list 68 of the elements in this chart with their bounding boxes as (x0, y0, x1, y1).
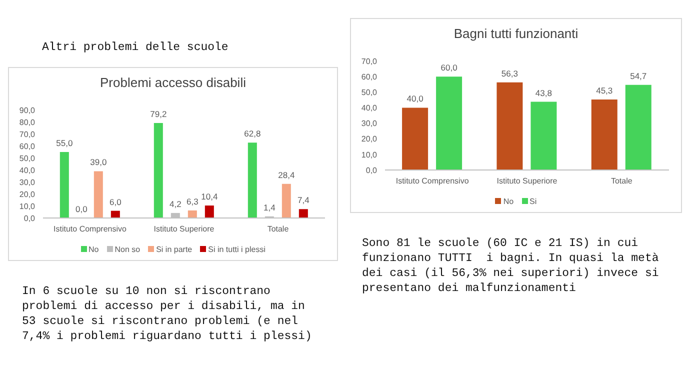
legend-label: No (88, 244, 99, 254)
data-label: 45,3 (596, 85, 613, 96)
bar (591, 99, 618, 170)
bar (402, 108, 428, 170)
text: Altri problemi delle scuole (42, 40, 230, 55)
y-tick-label: 0,0 (366, 166, 378, 175)
data-label: 39,0 (90, 157, 107, 168)
y-tick-label: 20,0 (361, 134, 378, 144)
y-tick-label: 30,0 (19, 178, 36, 187)
x-tick-label: Totale (610, 176, 633, 186)
x-tick-label: Istituto Comprensivo (396, 176, 470, 186)
data-label: 60,0 (440, 62, 458, 73)
legend-label: Si (530, 196, 537, 206)
data-label: 7,4 (298, 195, 310, 206)
data-label: 62,8 (244, 128, 261, 139)
legend-label: Si in tutti i plessi (208, 244, 266, 254)
y-tick-label: 60,0 (19, 142, 36, 151)
data-label: 40,0 (406, 94, 424, 104)
bar (530, 102, 557, 170)
bar (282, 184, 291, 218)
chart-title: Bagni tutti funzionanti (452, 25, 580, 43)
data-label: 43,8 (535, 88, 552, 98)
bar (60, 152, 69, 218)
y-tick-label: 70,0 (19, 130, 36, 139)
x-tick-label: Istituto Superiore (154, 224, 215, 234)
bar (204, 206, 214, 218)
data-label: 1,4 (264, 202, 276, 212)
bar (188, 210, 197, 218)
x-tick-label: Totale (267, 224, 290, 234)
y-tick-label: 50,0 (361, 88, 378, 97)
y-tick-label: 10,0 (361, 150, 378, 160)
data-label: 0,0 (76, 204, 88, 214)
bar (94, 171, 103, 218)
y-tick-label: 20,0 (19, 190, 36, 199)
legend-label: Si in parte (156, 244, 192, 254)
bar (154, 122, 163, 218)
data-label: 56,3 (501, 68, 518, 78)
y-tick-label: 70,0 (361, 56, 378, 66)
y-tick-label: 0,0 (24, 214, 36, 223)
data-label: 6,3 (186, 196, 199, 206)
text: Sono 81 le scuole (60 IC e 21 IS) in cui funzionano TUTTI i bagni. In quasi la metà dei casi (il 56,3% nei superiori) invece si presentano dei malfunzionamenti (362, 236, 660, 296)
text: In 6 scuole su 10 non si riscontrano problemi di accesso per i disabili, ma in 53 scuole si riscontrano problemi (e nel 7,4% i problemi riguardano tutti i plessi) (22, 284, 312, 344)
data-label: 6,0 (110, 196, 122, 207)
bar (298, 209, 308, 218)
y-tick-label: 60,0 (361, 72, 378, 82)
x-tick-label: Istituto Comprensivo (54, 224, 128, 234)
bar (496, 82, 523, 170)
bar (248, 142, 257, 218)
bar (110, 210, 120, 218)
bar (625, 84, 652, 170)
legend-label: No (503, 196, 514, 206)
y-tick-label: 80,0 (19, 118, 36, 127)
data-label: 54,7 (630, 70, 647, 81)
y-tick-label: 40,0 (19, 166, 36, 175)
data-label: 10,4 (201, 192, 218, 202)
y-tick-label: 30,0 (361, 119, 378, 128)
x-tick-label: Istituto Superiore (496, 176, 558, 186)
bar (436, 76, 462, 170)
y-tick-label: 40,0 (361, 104, 378, 113)
y-tick-label: 90,0 (19, 106, 36, 115)
legend-label: Non so (114, 244, 140, 254)
data-label: 55,0 (56, 138, 73, 148)
data-label: 79,2 (150, 108, 167, 119)
data-label: 28,4 (278, 170, 295, 180)
data-label: 4,2 (170, 198, 182, 209)
y-tick-label: 10,0 (19, 202, 36, 211)
y-tick-label: 50,0 (19, 154, 36, 163)
chart-title: Problemi accesso disabili (99, 74, 247, 92)
